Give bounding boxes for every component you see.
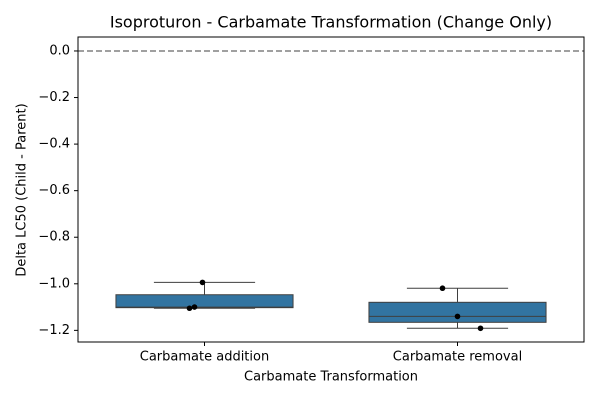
x-axis-label: Carbamate Transformation (244, 370, 418, 385)
y-tick-label: 0.0 (49, 43, 70, 58)
x-tick-label: Carbamate addition (140, 350, 269, 365)
data-point (186, 305, 193, 312)
data-point (199, 279, 206, 286)
y-tick-label: −1.0 (38, 276, 70, 291)
data-point (191, 304, 198, 310)
plot-frame (77, 36, 585, 343)
x-tick-label: Carbamate removal (393, 350, 522, 365)
box (368, 301, 547, 323)
y-tick-label: −0.2 (38, 90, 70, 105)
y-tick-label: −0.6 (38, 183, 70, 198)
data-point (439, 285, 446, 292)
y-tick-label: −0.8 (38, 230, 70, 245)
data-point (454, 313, 461, 320)
y-tick-label: −1.2 (38, 323, 70, 338)
box (115, 294, 294, 309)
y-tick-label: −0.4 (38, 137, 70, 152)
y-axis-label: Delta LC50 (Child - Parent) (15, 103, 30, 276)
data-point (477, 325, 484, 332)
chart-title: Isoproturon - Carbamate Transformation (… (110, 13, 552, 32)
